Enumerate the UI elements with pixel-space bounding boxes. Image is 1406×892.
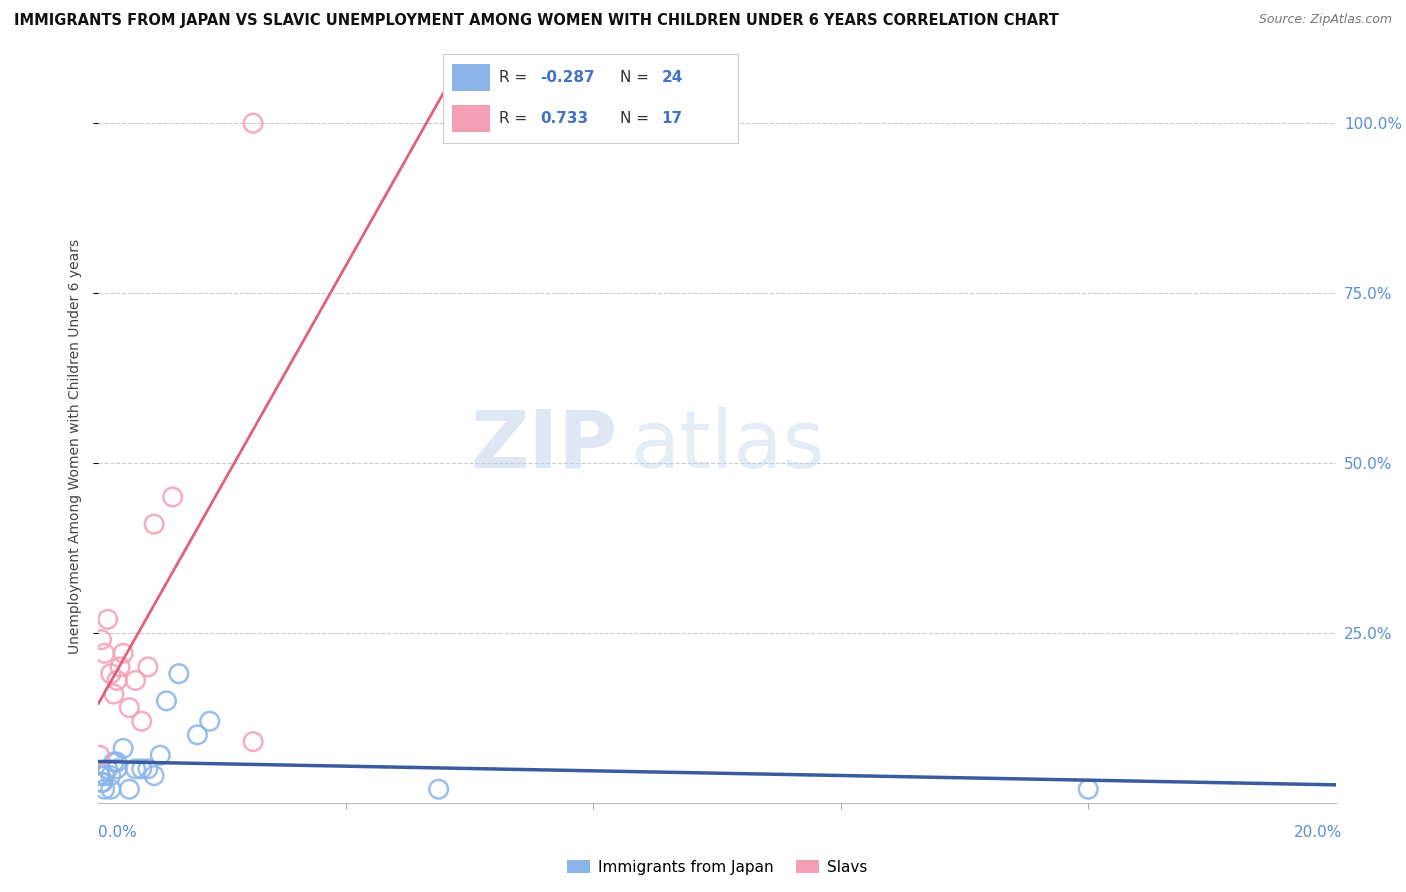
Point [105, 755, 128, 769]
Point [90, 632, 112, 647]
Point [93, 646, 115, 660]
Text: 0.0%: 0.0% [98, 825, 138, 840]
Point [143, 517, 166, 532]
Text: 0.733: 0.733 [540, 112, 589, 126]
Point [100, 769, 122, 783]
Point [162, 490, 184, 504]
Text: N =: N = [620, 70, 654, 85]
Point [97, 762, 120, 776]
Point [105, 673, 128, 688]
Point [93, 769, 115, 783]
Point [186, 728, 208, 742]
Text: R =: R = [499, 70, 531, 85]
Point [105, 762, 128, 776]
Text: Source: ZipAtlas.com: Source: ZipAtlas.com [1258, 13, 1392, 27]
Point [242, 734, 264, 748]
Text: atlas: atlas [630, 407, 825, 485]
Point [198, 714, 221, 729]
Point [100, 666, 122, 681]
Text: 17: 17 [661, 112, 682, 126]
Text: 24: 24 [661, 70, 683, 85]
Point [155, 694, 177, 708]
Point [97, 612, 120, 626]
Point [124, 762, 146, 776]
Legend: Immigrants from Japan, Slavs: Immigrants from Japan, Slavs [561, 854, 873, 880]
Point [143, 769, 166, 783]
Text: -0.287: -0.287 [540, 70, 595, 85]
Point [118, 700, 141, 714]
Point [100, 782, 122, 797]
Point [118, 782, 141, 797]
Point [136, 762, 159, 776]
Y-axis label: Unemployment Among Women with Children Under 6 years: Unemployment Among Women with Children U… [69, 238, 83, 654]
Point [103, 755, 125, 769]
Point [124, 673, 146, 688]
Point [1077, 782, 1099, 797]
Point [136, 660, 159, 674]
Point [90, 775, 112, 789]
Point [242, 116, 264, 130]
Point [91, 775, 114, 789]
Bar [451, 64, 491, 91]
Point [89, 769, 111, 783]
Point [112, 741, 135, 756]
Point [103, 687, 125, 701]
Point [89, 748, 111, 763]
Point [149, 748, 172, 763]
Point [427, 782, 450, 797]
Point [93, 782, 115, 797]
Point [112, 646, 135, 660]
Text: 20.0%: 20.0% [1295, 825, 1343, 840]
Text: N =: N = [620, 112, 654, 126]
Point [108, 660, 131, 674]
Text: R =: R = [499, 112, 531, 126]
Bar [451, 105, 491, 132]
Text: ZIP: ZIP [471, 407, 619, 485]
Text: IMMIGRANTS FROM JAPAN VS SLAVIC UNEMPLOYMENT AMONG WOMEN WITH CHILDREN UNDER 6 Y: IMMIGRANTS FROM JAPAN VS SLAVIC UNEMPLOY… [14, 13, 1059, 29]
Point [167, 666, 190, 681]
Point [131, 714, 153, 729]
Point [131, 762, 153, 776]
